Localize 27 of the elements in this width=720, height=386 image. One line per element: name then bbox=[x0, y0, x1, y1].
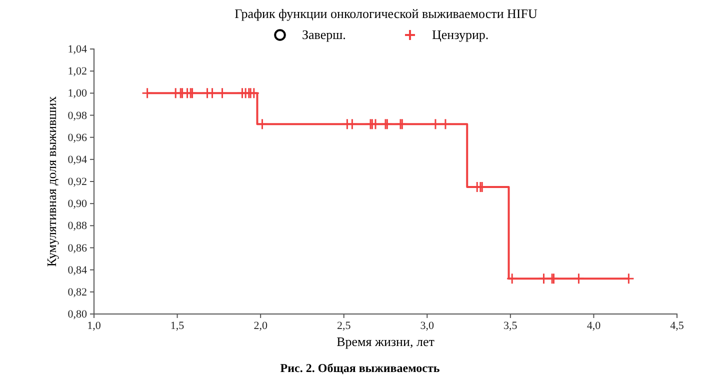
x-tick-label: 2,0 bbox=[254, 320, 268, 332]
x-tick-label: 1,0 bbox=[87, 320, 102, 332]
y-tick-label: 0,82 bbox=[68, 286, 87, 298]
y-tick-label: 0,84 bbox=[68, 264, 88, 276]
y-tick-label: 1,00 bbox=[68, 88, 88, 100]
x-axis-title: Время жизни, лет bbox=[336, 334, 435, 349]
y-tick-label: 0,88 bbox=[68, 220, 88, 232]
y-tick-label: 0,90 bbox=[68, 198, 88, 210]
y-axis-title: Кумулятивная доля выживших bbox=[44, 96, 59, 267]
x-tick-label: 3,0 bbox=[420, 320, 435, 332]
x-tick-label: 4,5 bbox=[670, 320, 684, 332]
x-tick-label: 3,5 bbox=[504, 320, 518, 332]
y-tick-label: 1,02 bbox=[68, 66, 87, 78]
text: Рис. 2. Общая выживаемость bbox=[280, 361, 440, 375]
y-tick-label: 0,92 bbox=[68, 176, 87, 188]
x-tick-label: 1,5 bbox=[170, 320, 185, 332]
y-tick-label: 0,96 bbox=[68, 132, 88, 144]
legend-label: Заверш. bbox=[302, 27, 346, 42]
x-tick-label: 2,5 bbox=[336, 320, 352, 332]
y-tick-label: 0,86 bbox=[68, 242, 88, 254]
x-tick-label: 4,0 bbox=[586, 320, 602, 332]
y-tick-label: 0,94 bbox=[68, 154, 88, 166]
legend-label: Цензурир. bbox=[432, 27, 489, 42]
chart-title: График функции онкологической выживаемости HIFU bbox=[234, 6, 538, 21]
y-tick-label: 0,80 bbox=[68, 308, 88, 321]
y-tick-label: 1,04 bbox=[68, 44, 88, 56]
y-tick-label: 0,98 bbox=[68, 110, 88, 122]
